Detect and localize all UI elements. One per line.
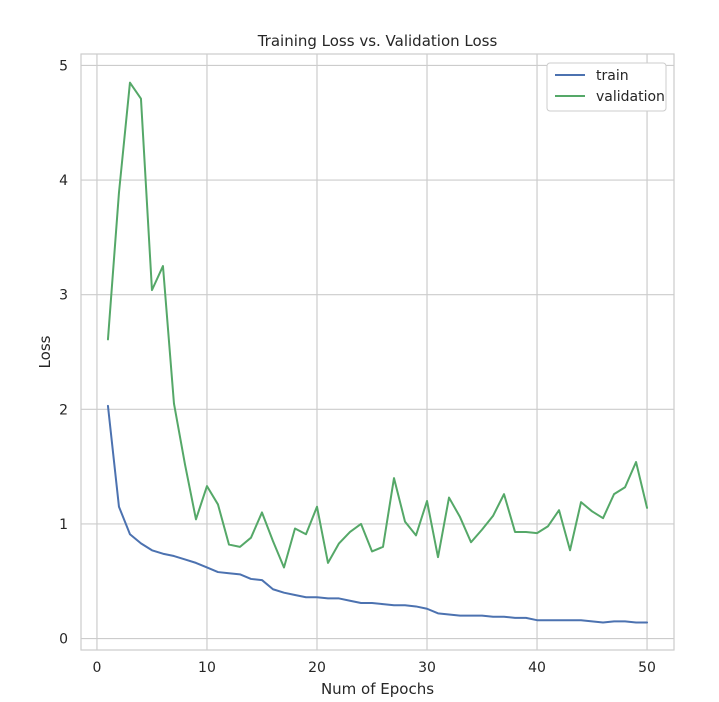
y-axis-label: Loss	[36, 335, 54, 368]
y-tick-label: 2	[59, 402, 68, 418]
train-series-line	[106, 404, 649, 624]
y-tick-label: 5	[59, 58, 68, 74]
x-tick-label: 40	[528, 660, 546, 676]
y-tick-label: 3	[59, 288, 68, 304]
train-legend-label: train	[596, 68, 629, 84]
x-tick-label: 10	[198, 660, 216, 676]
tick-labels: 0 10 20 30 40 50 0 1 2 3 4 5	[59, 58, 656, 676]
x-tick-label: 50	[638, 660, 656, 676]
y-tick-label: 0	[59, 632, 68, 648]
chart-title: Training Loss vs. Validation Loss	[257, 32, 498, 50]
legend: train validation	[546, 62, 667, 112]
series-lines	[106, 81, 649, 624]
x-axis-label: Num of Epochs	[321, 680, 434, 698]
y-tick-label: 4	[59, 173, 68, 189]
validation-legend-label: validation	[596, 89, 665, 105]
x-tick-label: 0	[92, 660, 101, 676]
validation-series-line	[106, 81, 649, 569]
x-tick-label: 20	[308, 660, 326, 676]
x-tick-label: 30	[418, 660, 436, 676]
grid	[81, 54, 674, 650]
plot-frame	[80, 53, 675, 651]
y-tick-label: 1	[59, 517, 68, 533]
